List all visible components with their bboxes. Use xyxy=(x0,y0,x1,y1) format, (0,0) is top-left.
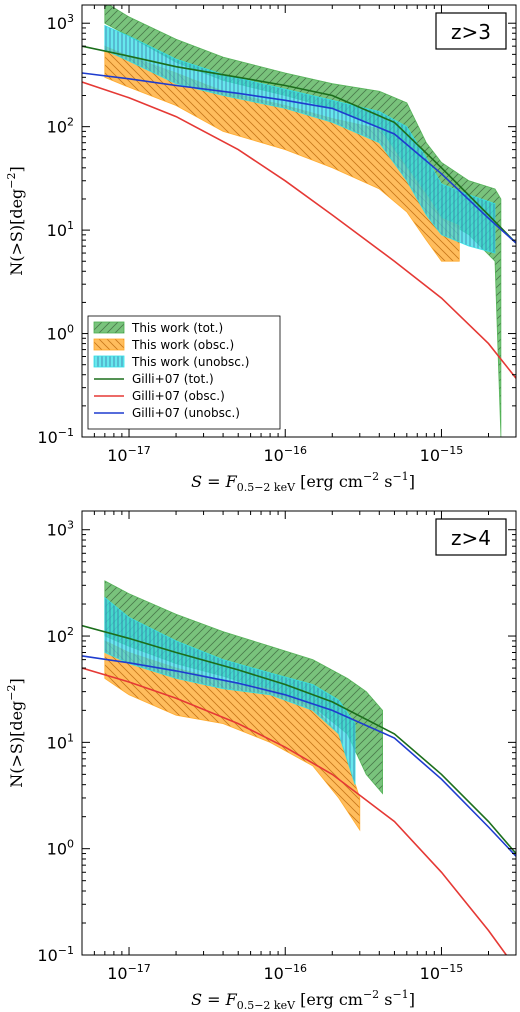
axes-frame xyxy=(81,4,517,438)
x-tick-label: 10−15 xyxy=(420,444,464,465)
redshift-label: z>4 xyxy=(451,526,491,550)
legend: This work (tot.) This work (obsc.) This wo… xyxy=(87,315,281,430)
chart-panel-top: 10−1 100 101 102 103 10−17 10−16 10−15S = F0.5−… xyxy=(5,4,517,494)
line-gilli-07-tot xyxy=(82,624,516,855)
axes-frame xyxy=(81,510,517,956)
redshift-box xyxy=(435,12,507,50)
legend-swatch-this-work-unobsc xyxy=(93,355,125,368)
legend-label: Gilli+07 (obsc.) xyxy=(132,389,225,403)
legend-label: This work (tot.) xyxy=(131,321,223,335)
line-gilli-07-obsc xyxy=(82,81,516,379)
plot-area xyxy=(82,5,516,437)
y-tick-label: 103 xyxy=(47,519,74,540)
band-this-work-unobsc xyxy=(104,596,356,785)
line-gilli-07-unobsc xyxy=(82,72,516,244)
legend-label: This work (obsc.) xyxy=(131,338,234,352)
x-tick-label: 10−17 xyxy=(107,962,151,983)
y-tick-label: 101 xyxy=(47,219,74,240)
y-tick-label: 101 xyxy=(47,731,74,752)
y-tick-label: 100 xyxy=(47,323,74,344)
x-tick-label: 10−16 xyxy=(263,962,307,983)
y-tick-label: 102 xyxy=(47,625,74,646)
x-tick-label: 10−16 xyxy=(263,444,307,465)
legend-swatch-this-work-obsc xyxy=(93,338,125,351)
legend-label: Gilli+07 (unobsc.) xyxy=(132,406,240,420)
y-tick-label: 10−1 xyxy=(37,944,74,965)
x-tick-label: 10−15 xyxy=(420,962,464,983)
legend-label: Gilli+07 (tot.) xyxy=(132,372,214,386)
line-gilli-07-unobsc xyxy=(82,655,516,857)
y-tick-label: 102 xyxy=(47,116,74,137)
y-axis-label: N(>S)[deg−2] xyxy=(5,166,26,276)
redshift-box xyxy=(435,518,507,556)
legend-label: This work (unobsc.) xyxy=(131,355,249,369)
legend-swatch-this-work-tot xyxy=(93,321,125,334)
band-this-work-unobsc xyxy=(104,24,496,254)
y-tick-label: 103 xyxy=(47,12,74,33)
y-tick-label: 10−1 xyxy=(37,426,74,447)
chart-panel-bottom: 10−1 100 101 102 103 10−17 10−16 10−15S = F0.5−… xyxy=(5,510,517,1012)
y-tick-label: 100 xyxy=(47,838,74,859)
plot-area xyxy=(82,580,516,955)
line-gilli-07-tot xyxy=(82,45,516,244)
x-axis-label: S = F0.5−2 keV [erg cm−2 s−1] xyxy=(191,470,415,494)
y-axis-label: N(>S)[deg−2] xyxy=(5,678,26,788)
redshift-label: z>3 xyxy=(451,20,491,44)
x-tick-label: 10−17 xyxy=(107,444,151,465)
x-axis-label: S = F0.5−2 keV [erg cm−2 s−1] xyxy=(191,988,415,1012)
line-gilli-07-obsc xyxy=(82,667,507,955)
